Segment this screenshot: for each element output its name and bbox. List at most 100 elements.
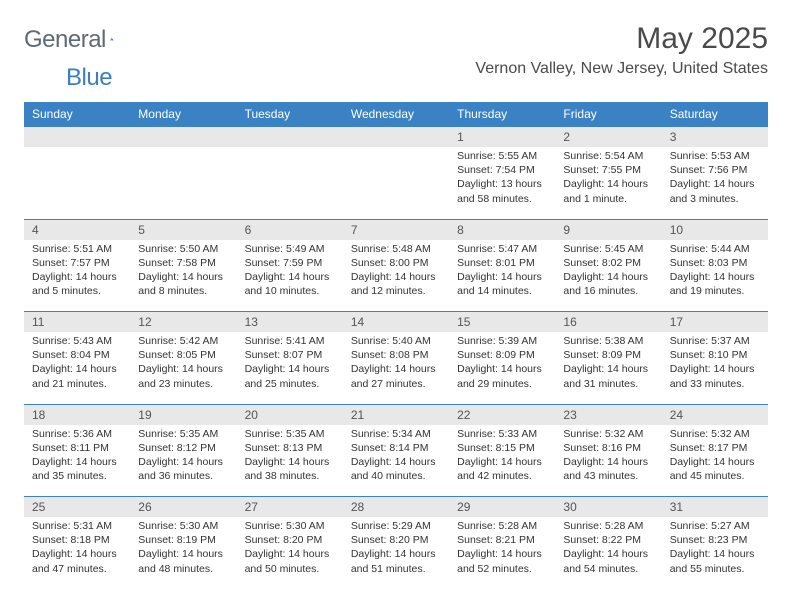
weekday-header: Friday xyxy=(555,102,661,127)
weekday-header: Wednesday xyxy=(343,102,449,127)
day-number-row: 25262728293031 xyxy=(24,497,768,518)
detail-line: and 43 minutes. xyxy=(563,469,653,483)
detail-line: and 21 minutes. xyxy=(32,377,122,391)
detail-line: Daylight: 14 hours xyxy=(32,455,122,469)
day-details: Sunrise: 5:48 AMSunset: 8:00 PMDaylight:… xyxy=(343,240,449,303)
detail-line: Sunset: 8:03 PM xyxy=(670,256,760,270)
detail-line: and 3 minutes. xyxy=(670,192,760,206)
detail-line: Sunrise: 5:54 AM xyxy=(563,149,653,163)
day-number: 1 xyxy=(449,127,555,147)
day-number-cell: 11 xyxy=(24,312,130,333)
detail-line: Daylight: 14 hours xyxy=(563,177,653,191)
detail-line: Daylight: 14 hours xyxy=(32,362,122,376)
day-number-cell: 21 xyxy=(343,404,449,425)
detail-line: Daylight: 13 hours xyxy=(457,177,547,191)
detail-line: Sunrise: 5:36 AM xyxy=(32,427,122,441)
day-number-cell: 25 xyxy=(24,497,130,518)
day-content-cell: Sunrise: 5:28 AMSunset: 8:21 PMDaylight:… xyxy=(449,517,555,589)
brand-part2: Blue xyxy=(66,64,112,92)
day-content-cell: Sunrise: 5:29 AMSunset: 8:20 PMDaylight:… xyxy=(343,517,449,589)
detail-line: Daylight: 14 hours xyxy=(563,547,653,561)
day-number-cell: 6 xyxy=(237,219,343,240)
day-content-cell: Sunrise: 5:49 AMSunset: 7:59 PMDaylight:… xyxy=(237,240,343,312)
day-number-cell: 30 xyxy=(555,497,661,518)
day-content-cell: Sunrise: 5:41 AMSunset: 8:07 PMDaylight:… xyxy=(237,332,343,404)
day-details: Sunrise: 5:49 AMSunset: 7:59 PMDaylight:… xyxy=(237,240,343,303)
detail-line: and 50 minutes. xyxy=(245,562,335,576)
day-details: Sunrise: 5:53 AMSunset: 7:56 PMDaylight:… xyxy=(662,147,768,210)
calendar-table: SundayMondayTuesdayWednesdayThursdayFrid… xyxy=(24,102,768,589)
day-number-row: 45678910 xyxy=(24,219,768,240)
day-content-cell: Sunrise: 5:51 AMSunset: 7:57 PMDaylight:… xyxy=(24,240,130,312)
day-number: 8 xyxy=(449,220,555,240)
detail-line: Sunrise: 5:55 AM xyxy=(457,149,547,163)
day-details: Sunrise: 5:38 AMSunset: 8:09 PMDaylight:… xyxy=(555,332,661,395)
day-content-row: Sunrise: 5:43 AMSunset: 8:04 PMDaylight:… xyxy=(24,332,768,404)
detail-line: and 48 minutes. xyxy=(138,562,228,576)
day-number: 10 xyxy=(662,220,768,240)
detail-line: Sunset: 8:21 PM xyxy=(457,533,547,547)
day-number: 18 xyxy=(24,405,130,425)
day-content-cell: Sunrise: 5:36 AMSunset: 8:11 PMDaylight:… xyxy=(24,425,130,497)
detail-line: Sunrise: 5:39 AM xyxy=(457,334,547,348)
day-number-cell xyxy=(130,127,236,148)
day-content-cell: Sunrise: 5:33 AMSunset: 8:15 PMDaylight:… xyxy=(449,425,555,497)
detail-line: Daylight: 14 hours xyxy=(670,362,760,376)
detail-line: Daylight: 14 hours xyxy=(138,270,228,284)
detail-line: Sunset: 7:57 PM xyxy=(32,256,122,270)
day-number-cell: 7 xyxy=(343,219,449,240)
day-number-cell: 31 xyxy=(662,497,768,518)
day-details: Sunrise: 5:35 AMSunset: 8:12 PMDaylight:… xyxy=(130,425,236,488)
day-number: 17 xyxy=(662,312,768,332)
day-content-row: Sunrise: 5:31 AMSunset: 8:18 PMDaylight:… xyxy=(24,517,768,589)
detail-line: Daylight: 14 hours xyxy=(670,177,760,191)
day-number: 5 xyxy=(130,220,236,240)
detail-line: Sunset: 8:07 PM xyxy=(245,348,335,362)
detail-line: Sunrise: 5:32 AM xyxy=(670,427,760,441)
day-content-cell: Sunrise: 5:30 AMSunset: 8:20 PMDaylight:… xyxy=(237,517,343,589)
detail-line: Sunset: 7:58 PM xyxy=(138,256,228,270)
detail-line: Sunrise: 5:47 AM xyxy=(457,242,547,256)
detail-line: Daylight: 14 hours xyxy=(457,362,547,376)
detail-line: Sunrise: 5:31 AM xyxy=(32,519,122,533)
day-number-cell: 2 xyxy=(555,127,661,148)
detail-line: and 36 minutes. xyxy=(138,469,228,483)
day-number: 24 xyxy=(662,405,768,425)
detail-line: Daylight: 14 hours xyxy=(457,270,547,284)
day-details: Sunrise: 5:47 AMSunset: 8:01 PMDaylight:… xyxy=(449,240,555,303)
day-details: Sunrise: 5:37 AMSunset: 8:10 PMDaylight:… xyxy=(662,332,768,395)
day-details: Sunrise: 5:54 AMSunset: 7:55 PMDaylight:… xyxy=(555,147,661,210)
day-number: 30 xyxy=(555,497,661,517)
detail-line: Daylight: 14 hours xyxy=(457,455,547,469)
detail-line: and 1 minute. xyxy=(563,192,653,206)
day-details: Sunrise: 5:28 AMSunset: 8:22 PMDaylight:… xyxy=(555,517,661,580)
day-details: Sunrise: 5:44 AMSunset: 8:03 PMDaylight:… xyxy=(662,240,768,303)
day-details: Sunrise: 5:41 AMSunset: 8:07 PMDaylight:… xyxy=(237,332,343,395)
day-number-cell: 5 xyxy=(130,219,236,240)
detail-line: Daylight: 14 hours xyxy=(351,270,441,284)
day-details: Sunrise: 5:32 AMSunset: 8:16 PMDaylight:… xyxy=(555,425,661,488)
calendar-header-row: SundayMondayTuesdayWednesdayThursdayFrid… xyxy=(24,102,768,127)
detail-line: Sunset: 8:10 PM xyxy=(670,348,760,362)
detail-line: Sunset: 8:12 PM xyxy=(138,441,228,455)
detail-line: Daylight: 14 hours xyxy=(138,362,228,376)
day-details: Sunrise: 5:35 AMSunset: 8:13 PMDaylight:… xyxy=(237,425,343,488)
detail-line: Sunrise: 5:33 AM xyxy=(457,427,547,441)
day-number-cell: 8 xyxy=(449,219,555,240)
detail-line: Sunrise: 5:28 AM xyxy=(563,519,653,533)
day-number-cell: 9 xyxy=(555,219,661,240)
day-details: Sunrise: 5:50 AMSunset: 7:58 PMDaylight:… xyxy=(130,240,236,303)
day-number-cell: 18 xyxy=(24,404,130,425)
detail-line: Sunrise: 5:44 AM xyxy=(670,242,760,256)
day-content-cell: Sunrise: 5:35 AMSunset: 8:12 PMDaylight:… xyxy=(130,425,236,497)
detail-line: Sunrise: 5:40 AM xyxy=(351,334,441,348)
detail-line: Daylight: 14 hours xyxy=(245,455,335,469)
day-content-cell: Sunrise: 5:27 AMSunset: 8:23 PMDaylight:… xyxy=(662,517,768,589)
detail-line: Sunset: 8:09 PM xyxy=(457,348,547,362)
detail-line: and 5 minutes. xyxy=(32,284,122,298)
detail-line: Sunrise: 5:32 AM xyxy=(563,427,653,441)
day-number-cell: 28 xyxy=(343,497,449,518)
day-number: 20 xyxy=(237,405,343,425)
detail-line: Daylight: 14 hours xyxy=(138,547,228,561)
detail-line: Sunset: 7:59 PM xyxy=(245,256,335,270)
